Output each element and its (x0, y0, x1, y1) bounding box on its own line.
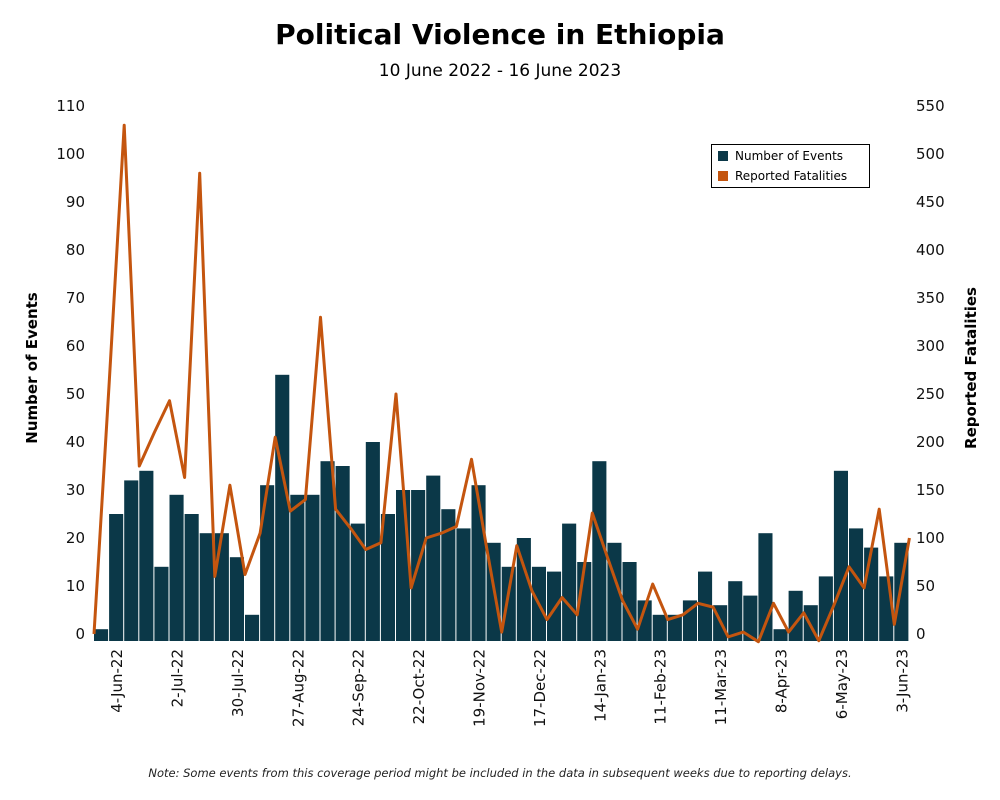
bar (169, 494, 184, 641)
chart-subtitle: 10 June 2022 - 16 June 2023 (378, 61, 622, 81)
bar (516, 538, 531, 641)
bar (562, 523, 577, 641)
y-tick-label: 90 (66, 193, 85, 211)
bar (365, 442, 380, 641)
y2-tick-label: 500 (916, 145, 945, 163)
legend-swatch-events (718, 151, 728, 161)
y2-tick-label: 100 (916, 529, 945, 547)
bar (849, 528, 864, 641)
bar (94, 629, 109, 641)
bar (124, 480, 139, 641)
x-tick-label: 8-Apr-23 (773, 649, 791, 713)
x-tick-label: 2-Jul-22 (169, 649, 187, 707)
bar (229, 557, 244, 641)
fatalities-line (92, 123, 911, 644)
y-tick-label: 60 (66, 337, 85, 355)
footnote: Note: Some events from this coverage per… (148, 766, 852, 780)
bar (139, 470, 154, 641)
x-tick-label: 17-Dec-22 (531, 649, 549, 727)
y-tick-label: 30 (66, 481, 85, 499)
bar (184, 514, 199, 641)
y2-tick-label: 250 (916, 385, 945, 403)
bar (637, 600, 652, 641)
bar (501, 566, 516, 641)
bar (441, 509, 456, 641)
bar (652, 614, 667, 641)
chart-title: Political Violence in Ethiopia (275, 18, 725, 51)
x-tick-label: 3-Jun-23 (893, 649, 911, 713)
bar (109, 514, 124, 641)
bar (199, 533, 214, 641)
y2-tick-label: 200 (916, 433, 945, 451)
y-tick-label: 20 (66, 529, 85, 547)
y-tick-label: 80 (66, 241, 85, 259)
bar (290, 494, 305, 641)
legend-label-fatalities: Reported Fatalities (735, 169, 848, 183)
bar (154, 566, 169, 641)
bar (320, 461, 335, 641)
bar (773, 629, 788, 641)
y-tick-label: 50 (66, 385, 85, 403)
y-tick-label: 70 (66, 289, 85, 307)
bar (335, 466, 350, 641)
x-tick-label: 19-Nov-22 (471, 649, 489, 727)
bar (833, 470, 848, 641)
bar (245, 614, 260, 641)
bar (305, 494, 320, 641)
bar (380, 514, 395, 641)
legend-item-events: Number of Events (718, 149, 843, 163)
x-tick-label: 27-Aug-22 (289, 649, 307, 727)
x-tick-label: 11-Mar-23 (712, 649, 730, 725)
right-axis-ticks: 0 50 100 150 200 250 300 350 400 450 500 550 (916, 97, 945, 643)
y-tick-label: 40 (66, 433, 85, 451)
x-tick-label: 24-Sep-22 (350, 649, 368, 726)
y2-tick-label: 0 (916, 625, 926, 643)
y2-tick-label: 50 (916, 577, 935, 595)
x-tick-label: 30-Jul-22 (229, 649, 247, 717)
bar (456, 528, 471, 641)
legend: Number of Events Reported Fatalities (711, 144, 870, 188)
y2-tick-label: 400 (916, 241, 945, 259)
y2-tick-label: 300 (916, 337, 945, 355)
x-tick-label: 4-Jun-22 (108, 649, 126, 713)
bar (728, 581, 743, 641)
y2-axis-title: Reported Fatalities (962, 287, 980, 449)
y-axis-title: Number of Events (23, 292, 41, 443)
y-tick-label: 110 (56, 97, 85, 115)
bar (864, 547, 879, 641)
legend-item-fatalities: Reported Fatalities (718, 169, 847, 183)
line-layer (92, 123, 911, 644)
x-tick-label: 14-Jan-23 (591, 649, 609, 722)
y2-tick-label: 450 (916, 193, 945, 211)
legend-swatch-fatalities (718, 171, 728, 181)
left-axis-ticks: 0 10 20 30 40 50 60 70 80 90 100 110 (56, 97, 85, 643)
bar (592, 461, 607, 641)
x-tick-label: 6-May-23 (833, 649, 851, 719)
x-tick-label: 22-Oct-22 (410, 649, 428, 724)
bars-layer (94, 374, 909, 641)
legend-label-events: Number of Events (735, 149, 844, 163)
bar (275, 374, 290, 641)
y-tick-label: 10 (66, 577, 85, 595)
bar (350, 523, 365, 641)
bar (818, 576, 833, 641)
y2-tick-label: 150 (916, 481, 945, 499)
bar (426, 475, 441, 641)
y2-tick-label: 350 (916, 289, 945, 307)
bar (667, 614, 682, 641)
y2-tick-label: 550 (916, 97, 945, 115)
bar (260, 485, 275, 641)
y-tick-label: 0 (75, 625, 85, 643)
x-axis-ticks: 4-Jun-22 2-Jul-22 30-Jul-22 27-Aug-22 24-Sep… (108, 649, 911, 727)
x-tick-label: 11-Feb-23 (652, 649, 670, 725)
bar (743, 595, 758, 641)
bar (214, 533, 229, 641)
y-tick-label: 100 (56, 145, 85, 163)
bar (547, 571, 562, 641)
